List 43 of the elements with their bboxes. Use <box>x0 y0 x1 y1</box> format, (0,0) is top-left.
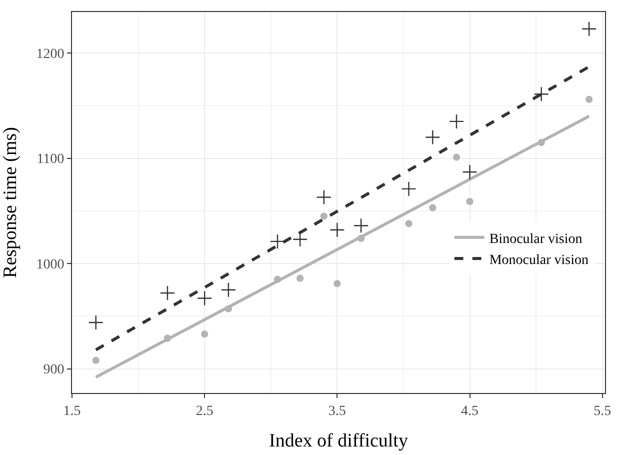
point <box>401 181 416 196</box>
x-tick-label: 3.5 <box>328 404 346 419</box>
point <box>224 305 232 312</box>
x-tick-label: 1.5 <box>63 404 81 419</box>
point <box>581 21 597 36</box>
y-axis-title: Response time (ms) <box>0 127 21 278</box>
x-axis-title: Index of difficulty <box>269 430 408 452</box>
point <box>462 164 478 180</box>
point <box>200 330 208 338</box>
y-tick-label: 1100 <box>36 152 64 168</box>
point <box>357 234 365 242</box>
point <box>296 274 304 282</box>
y-tick-label: 1200 <box>36 46 64 62</box>
x-tick-label: 2.5 <box>196 404 214 419</box>
point <box>164 334 172 342</box>
point <box>334 280 341 288</box>
point <box>405 220 412 228</box>
point <box>429 204 436 212</box>
point <box>448 114 464 130</box>
point <box>330 222 345 238</box>
point <box>585 96 593 103</box>
point <box>274 276 282 283</box>
point <box>292 232 308 247</box>
point <box>270 234 286 250</box>
point <box>196 290 212 306</box>
x-tick-label: 4.5 <box>461 404 479 419</box>
point <box>220 282 236 298</box>
y-tick-label: 1000 <box>36 257 64 272</box>
point <box>425 130 440 145</box>
point <box>88 314 104 330</box>
legend-label: Binocular vision <box>489 232 582 247</box>
point <box>538 138 545 146</box>
point <box>160 285 176 301</box>
point <box>316 190 332 205</box>
y-tick-label: 900 <box>43 362 64 378</box>
point <box>466 198 474 206</box>
legend-label: Monocular vision <box>489 252 588 268</box>
x-tick-label: 5.5 <box>594 404 612 419</box>
point <box>320 212 328 220</box>
point <box>353 218 369 234</box>
point <box>92 356 100 364</box>
point <box>534 86 549 102</box>
point <box>452 154 460 161</box>
